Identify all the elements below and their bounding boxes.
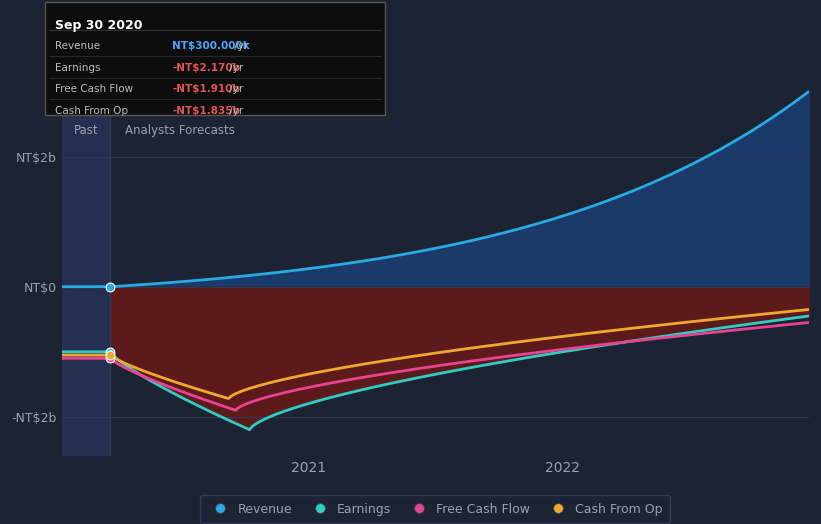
Text: -NT$2.170b: -NT$2.170b xyxy=(172,63,241,73)
Point xyxy=(103,351,117,359)
Text: /yr: /yr xyxy=(226,106,243,116)
Text: Free Cash Flow: Free Cash Flow xyxy=(55,84,133,94)
Text: Earnings: Earnings xyxy=(55,63,100,73)
Bar xyxy=(62,79,110,456)
Text: Sep 30 2020: Sep 30 2020 xyxy=(55,19,142,32)
Text: Revenue: Revenue xyxy=(55,41,100,51)
Text: -NT$1.910b: -NT$1.910b xyxy=(172,84,240,94)
Point xyxy=(103,348,117,356)
Text: /yr: /yr xyxy=(231,41,248,51)
Text: NT$300.000k: NT$300.000k xyxy=(172,41,250,51)
Text: /yr: /yr xyxy=(226,84,243,94)
Text: -NT$1.835b: -NT$1.835b xyxy=(172,106,241,116)
Text: Past: Past xyxy=(74,124,99,137)
Text: /yr: /yr xyxy=(226,63,243,73)
Legend: Revenue, Earnings, Free Cash Flow, Cash From Op: Revenue, Earnings, Free Cash Flow, Cash … xyxy=(200,495,670,523)
Text: Analysts Forecasts: Analysts Forecasts xyxy=(125,124,235,137)
Point xyxy=(103,354,117,363)
Text: Cash From Op: Cash From Op xyxy=(55,106,128,116)
Point xyxy=(103,282,117,291)
